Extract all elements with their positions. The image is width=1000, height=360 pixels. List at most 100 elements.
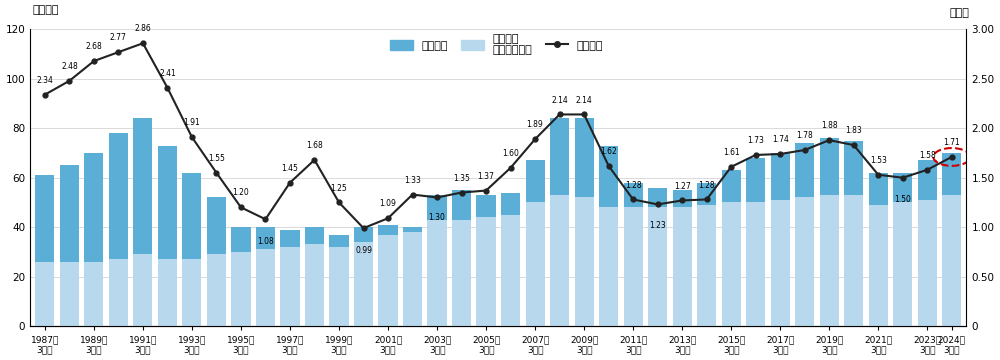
Text: 1.28: 1.28	[625, 181, 641, 190]
Bar	[795, 143, 814, 326]
Text: 1.37: 1.37	[478, 172, 494, 181]
Bar	[354, 227, 373, 326]
Text: 1.73: 1.73	[747, 136, 764, 145]
Bar	[550, 118, 569, 326]
Bar	[918, 161, 937, 326]
Bar	[378, 225, 398, 326]
Bar	[207, 254, 226, 326]
Bar	[476, 195, 496, 326]
Bar	[844, 141, 863, 326]
Text: 1.71: 1.71	[943, 138, 960, 147]
Bar	[109, 259, 128, 326]
Bar	[771, 153, 790, 326]
Bar	[35, 175, 54, 326]
Bar	[697, 183, 716, 326]
Text: 2.77: 2.77	[110, 33, 127, 42]
Bar	[771, 200, 790, 326]
Bar	[844, 195, 863, 326]
Text: 1.25: 1.25	[331, 184, 347, 193]
Bar	[60, 165, 79, 326]
Bar	[599, 207, 618, 326]
Text: 1.91: 1.91	[184, 118, 200, 127]
Bar	[893, 202, 912, 326]
Bar	[673, 190, 692, 326]
Bar	[820, 195, 839, 326]
Text: （万人）: （万人）	[33, 5, 59, 15]
Bar	[403, 227, 422, 326]
Text: 1.50: 1.50	[894, 194, 911, 203]
Bar	[526, 161, 545, 326]
Text: 1.45: 1.45	[282, 164, 298, 173]
Text: 1.88: 1.88	[821, 121, 838, 130]
Text: 1.68: 1.68	[306, 141, 323, 150]
Text: 1.60: 1.60	[502, 149, 519, 158]
Text: 1.89: 1.89	[527, 120, 543, 129]
Bar	[869, 205, 888, 326]
Bar	[84, 153, 103, 326]
Bar	[722, 170, 741, 326]
Text: 1.27: 1.27	[674, 181, 691, 190]
Bar	[84, 262, 103, 326]
Bar	[403, 232, 422, 326]
Text: 1.55: 1.55	[208, 154, 225, 163]
Text: 1.23: 1.23	[649, 221, 666, 230]
Bar	[427, 195, 447, 326]
Bar	[624, 207, 643, 326]
Bar	[280, 230, 300, 326]
Bar	[452, 220, 471, 326]
Bar	[256, 227, 275, 326]
Text: 1.08: 1.08	[257, 237, 274, 246]
Bar	[476, 217, 496, 326]
Bar	[280, 247, 300, 326]
Bar	[305, 244, 324, 326]
Bar	[231, 227, 251, 326]
Bar	[722, 202, 741, 326]
Bar	[746, 158, 765, 326]
Bar	[378, 235, 398, 326]
Bar	[329, 247, 349, 326]
Bar	[133, 254, 152, 326]
Text: 1.28: 1.28	[698, 181, 715, 190]
Bar	[575, 198, 594, 326]
Bar	[942, 153, 961, 326]
Bar	[231, 252, 251, 326]
Bar	[207, 198, 226, 326]
Bar	[158, 259, 177, 326]
Bar	[501, 193, 520, 326]
Legend: 求人総数, 民間企業
就職希望者数, 求人倍率: 求人総数, 民間企業 就職希望者数, 求人倍率	[386, 30, 608, 60]
Bar	[893, 173, 912, 326]
Text: 1.53: 1.53	[870, 156, 887, 165]
Bar	[869, 173, 888, 326]
Bar	[795, 198, 814, 326]
Bar	[820, 138, 839, 326]
Bar	[305, 227, 324, 326]
Bar	[575, 118, 594, 326]
Bar	[526, 202, 545, 326]
Bar	[673, 207, 692, 326]
Text: 1.30: 1.30	[429, 213, 445, 222]
Bar	[648, 207, 667, 326]
Bar	[35, 262, 54, 326]
Bar	[599, 145, 618, 326]
Text: （倍）: （倍）	[949, 8, 969, 18]
Text: 2.86: 2.86	[135, 24, 151, 33]
Bar	[182, 173, 201, 326]
Text: 1.61: 1.61	[723, 148, 740, 157]
Text: 1.33: 1.33	[404, 176, 421, 185]
Bar	[648, 188, 667, 326]
Text: 1.62: 1.62	[600, 147, 617, 156]
Bar	[427, 220, 447, 326]
Text: 2.68: 2.68	[86, 42, 102, 51]
Bar	[697, 205, 716, 326]
Text: 2.14: 2.14	[551, 95, 568, 104]
Text: 2.14: 2.14	[576, 95, 592, 104]
Bar	[746, 202, 765, 326]
Bar	[452, 190, 471, 326]
Bar	[918, 200, 937, 326]
Bar	[158, 145, 177, 326]
Text: 1.78: 1.78	[796, 131, 813, 140]
Bar	[550, 195, 569, 326]
Text: 1.09: 1.09	[380, 199, 396, 208]
Text: 1.83: 1.83	[845, 126, 862, 135]
Bar	[501, 215, 520, 326]
